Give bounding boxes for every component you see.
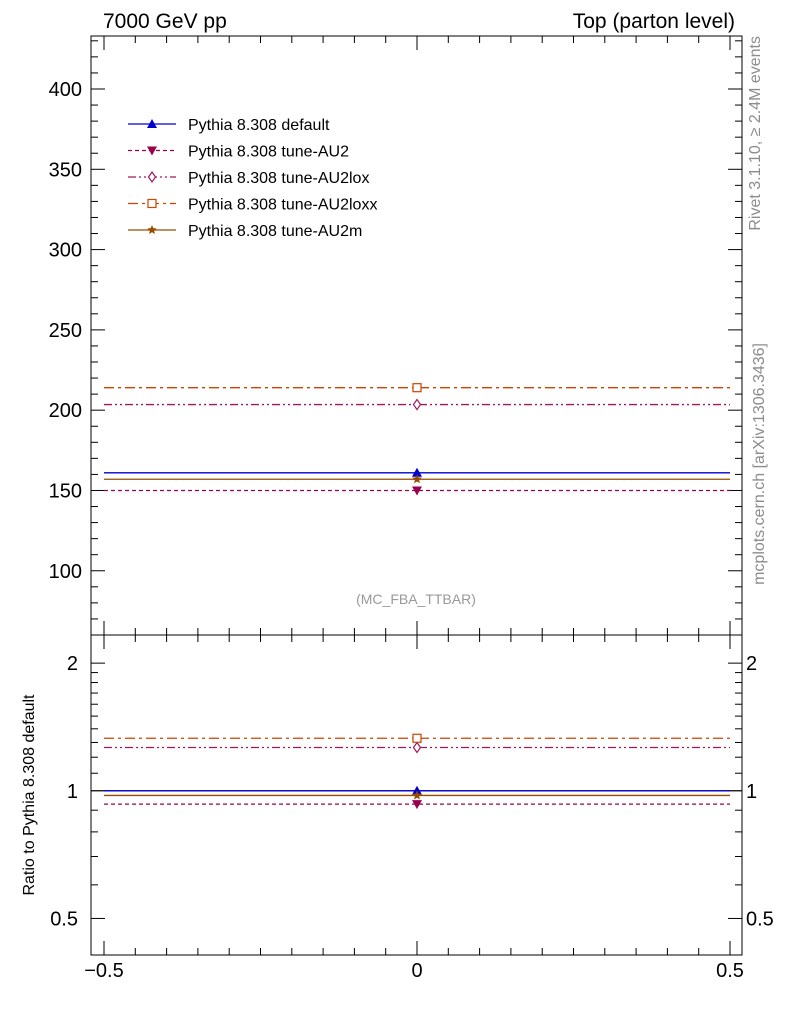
ratio-marker-1 <box>412 800 422 810</box>
ratio-marker-0 <box>412 785 422 795</box>
ratio-marker-3 <box>412 733 422 743</box>
main-y-tick-label: 150 <box>49 480 82 502</box>
legend-marker-1 <box>147 146 157 156</box>
legend-label-4: Pythia 8.308 tune-AU2m <box>188 223 362 240</box>
ratio-y-axis-label: Ratio to Pythia 8.308 default <box>21 694 38 896</box>
legend-label-0: Pythia 8.308 default <box>188 117 330 134</box>
ratio-y-tick-label-right: 2 <box>746 653 757 675</box>
axis-tick-labels: 100 150 200 250 300 350 400 0.5 0.5 1 1 2 2 −0.5 0 0.5 <box>49 79 774 982</box>
legend-label-3: Pythia 8.308 tune-AU2loxx <box>188 197 377 214</box>
ratio-y-tick-label: 2 <box>67 653 78 675</box>
ratio-y-tick-label: 0.5 <box>50 908 78 930</box>
main-y-tick-label: 100 <box>49 561 82 583</box>
side-mcplots-label: mcplots.cern.ch [arXiv:1306.3436] <box>751 343 768 585</box>
legend-marker-4 <box>147 225 157 235</box>
legend-marker-3 <box>147 198 157 209</box>
legend-marker-0 <box>147 119 157 128</box>
ratio-y-tick-label-right: 0.5 <box>746 908 774 930</box>
ratio-y-tick-label: 1 <box>67 781 78 803</box>
side-rivet-label: Rivet 3.1.10, ≥ 2.4M events <box>747 36 764 231</box>
main-y-tick-label: 350 <box>49 159 82 181</box>
main-y-tick-label: 250 <box>49 320 82 342</box>
analysis-watermark: (MC_FBA_TTBAR) <box>356 591 476 607</box>
series-marker-4 <box>412 474 422 484</box>
x-tick-label: −0.5 <box>84 960 123 982</box>
header-right: Top (parton level) <box>573 10 735 33</box>
series-marker-0 <box>412 467 422 477</box>
main-y-tick-label: 400 <box>49 79 82 101</box>
series-lines <box>104 383 730 496</box>
legend-label-2: Pythia 8.308 tune-AU2lox <box>188 170 369 187</box>
axis-ticks <box>91 36 742 955</box>
series-marker-3 <box>412 383 422 393</box>
legend: Pythia 8.308 default Pythia 8.308 tune-AU… <box>128 117 377 240</box>
series-marker-1 <box>412 486 422 496</box>
header-left: 7000 GeV pp <box>103 10 227 33</box>
x-tick-label: 0 <box>411 960 422 982</box>
main-y-tick-label: 300 <box>49 240 82 262</box>
ratio-marker-4 <box>412 790 422 800</box>
ratio-lines <box>91 733 742 810</box>
ratio-marker-2 <box>412 741 422 754</box>
x-tick-label: 0.5 <box>716 960 744 982</box>
legend-label-1: Pythia 8.308 tune-AU2 <box>188 144 349 161</box>
main-y-tick-label: 200 <box>49 400 82 422</box>
ratio-y-tick-label-right: 1 <box>746 781 757 803</box>
legend-marker-2 <box>147 170 157 184</box>
series-marker-2 <box>412 398 422 411</box>
